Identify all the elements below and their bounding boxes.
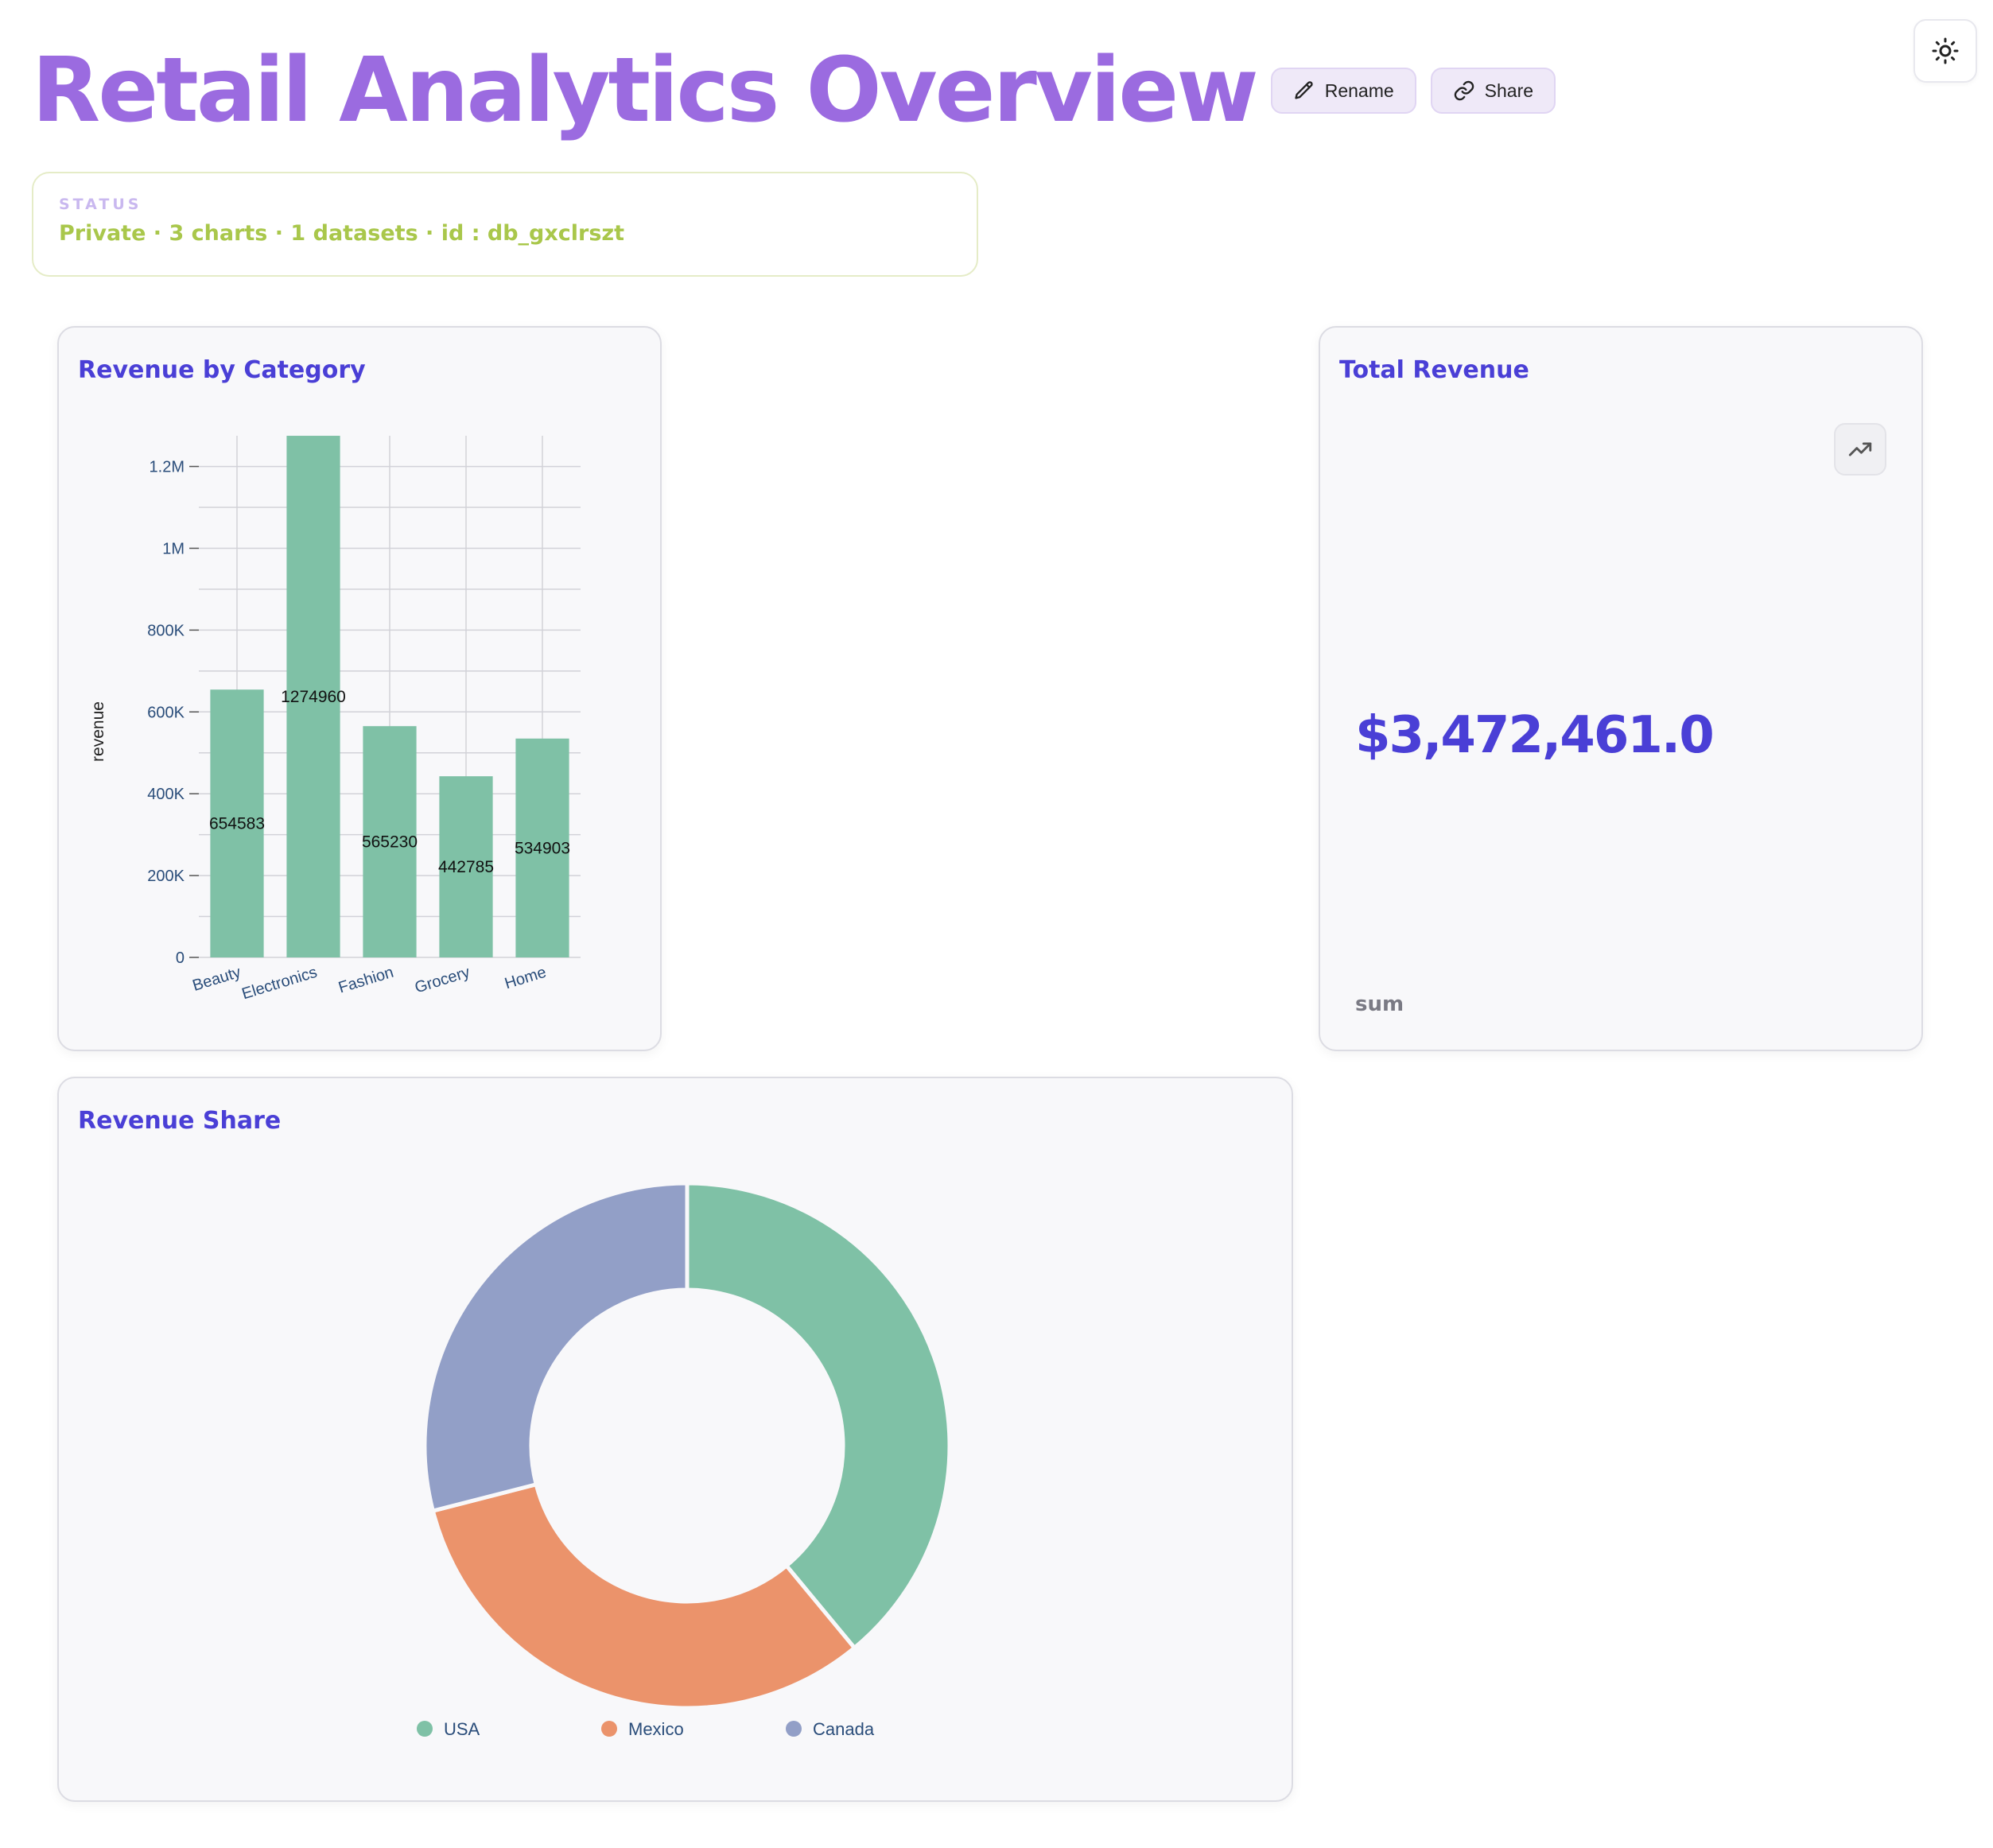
legend-swatch	[417, 1721, 433, 1737]
y-tick-label: 0	[176, 949, 185, 967]
legend-swatch	[786, 1721, 802, 1737]
pie-slice	[685, 1181, 952, 1651]
y-tick-label: 1M	[162, 540, 185, 557]
data-label: 534903	[515, 839, 570, 857]
donut-chart: USA Mexico Canada	[417, 1181, 952, 1739]
theme-toggle-button[interactable]	[1913, 19, 1977, 83]
bar	[286, 436, 340, 957]
card-title: Revenue by Category	[78, 356, 366, 384]
y-tick-label: 600K	[147, 704, 185, 721]
bar	[515, 738, 569, 957]
data-label: 442785	[438, 858, 494, 876]
bar	[210, 689, 264, 957]
revenue-share-card: Revenue Share USA Mexico Canada	[57, 1077, 1293, 1802]
card-title: Revenue Share	[78, 1107, 282, 1135]
pie-slice	[430, 1481, 857, 1710]
data-label: 654583	[209, 815, 265, 833]
bar-chart: 0 200K 400K 600K 800K 1M 1.2M 654583 1274960 5652…	[89, 436, 581, 1004]
kpi-aggregation: sum	[1355, 992, 1404, 1016]
sun-icon	[1932, 37, 1959, 64]
share-button[interactable]: Share	[1430, 68, 1556, 114]
y-tick-label: 200K	[147, 868, 185, 885]
legend-label: Canada	[813, 1719, 875, 1739]
data-label: 565230	[362, 833, 418, 852]
x-tick-label: Electronics	[239, 964, 319, 1004]
status-panel: STATUS Private · 3 charts · 1 datasets ·…	[32, 172, 978, 277]
x-tick-label: Beauty	[190, 964, 243, 995]
status-label: STATUS	[59, 196, 142, 213]
data-label: 1274960	[281, 688, 346, 706]
bar	[363, 726, 417, 957]
y-tick-label: 400K	[147, 786, 185, 803]
trend-button[interactable]	[1834, 423, 1886, 476]
trending-up-icon	[1848, 442, 1872, 456]
bar	[439, 776, 493, 957]
legend-item: Mexico	[601, 1719, 684, 1739]
y-axis-label: revenue	[89, 701, 107, 762]
status-text: Private · 3 charts · 1 datasets · id : d…	[59, 221, 625, 246]
link-icon	[1454, 80, 1474, 101]
x-tick-label: Grocery	[413, 964, 472, 997]
legend-swatch	[601, 1721, 617, 1737]
rename-button[interactable]: Rename	[1270, 68, 1416, 114]
rename-label: Rename	[1324, 80, 1394, 101]
pencil-icon	[1295, 81, 1313, 99]
share-label: Share	[1484, 80, 1534, 101]
legend-item: Canada	[786, 1719, 875, 1739]
y-tick-label: 1.2M	[150, 459, 185, 476]
pie-slice	[422, 1181, 690, 1514]
revenue-by-category-card: Revenue by Category 0 200K 400K 600K 800K 1M 1…	[57, 326, 662, 1051]
legend-item: USA	[417, 1719, 480, 1739]
card-title: Total Revenue	[1339, 356, 1529, 384]
x-tick-label: Home	[503, 964, 548, 993]
kpi-value: $3,472,461.0	[1355, 706, 1715, 765]
legend-label: Mexico	[628, 1719, 684, 1739]
x-tick-label: Fashion	[336, 964, 395, 997]
total-revenue-card: Total Revenue $3,472,461.0 sum	[1319, 326, 1923, 1051]
y-tick-label: 800K	[147, 622, 185, 639]
page-title: Retail Analytics Overview	[32, 39, 1259, 142]
page-header: Retail Analytics Overview Rename Share	[32, 35, 1556, 146]
legend-label: USA	[444, 1719, 480, 1739]
